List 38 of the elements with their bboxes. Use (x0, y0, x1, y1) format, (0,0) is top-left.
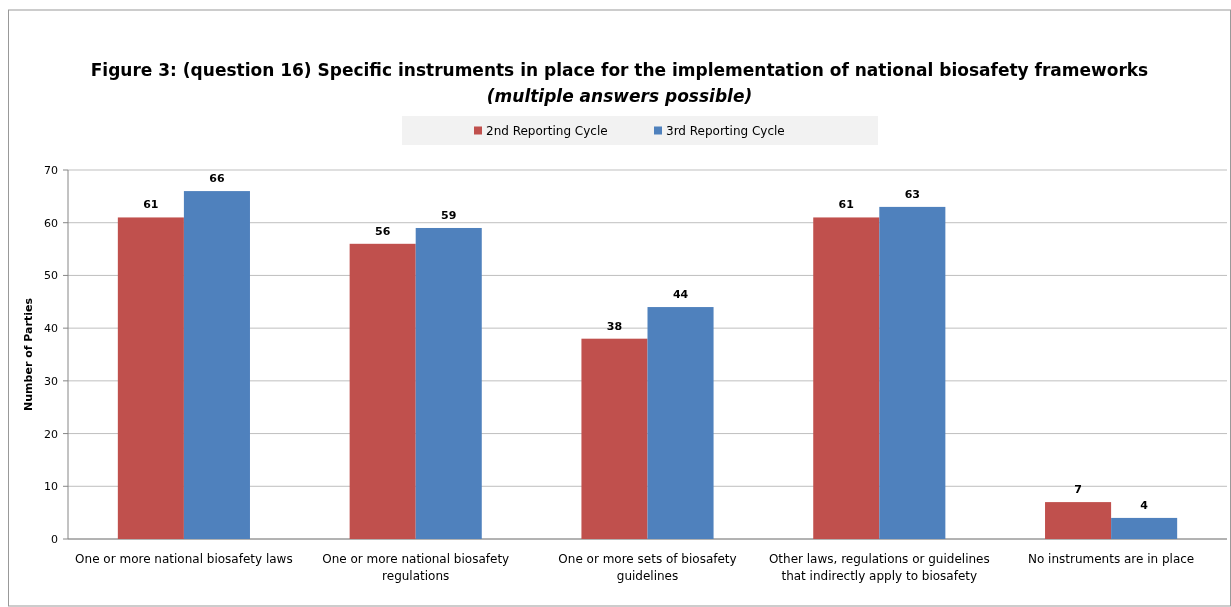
bar (1111, 517, 1178, 539)
chart-title: Figure 3: (question 16) Specific instruments in place for the implementation of national biosafety frameworks (90, 60, 1149, 80)
x-tick-label: Other laws, regulations or guidelines that indirectly apply to biosafety (768, 552, 990, 583)
bar (813, 217, 880, 539)
data-label: 66 (209, 172, 225, 186)
data-label: 4 (1140, 498, 1149, 512)
data-label: 61 (143, 198, 159, 212)
bar (1045, 502, 1112, 539)
legend-label: 3rd Reporting Cycle (666, 123, 785, 138)
data-label: 56 (375, 224, 391, 238)
data-label: 63 (904, 187, 920, 201)
chart-subtitle: (multiple answers possible) (486, 86, 753, 106)
y-tick-label: 0 (51, 533, 58, 546)
y-tick-label: 70 (44, 164, 58, 177)
y-tick-label: 10 (44, 480, 58, 494)
data-label: 38 (606, 319, 623, 333)
y-tick-label: 40 (44, 322, 58, 336)
bar (415, 227, 482, 539)
data-label: 59 (441, 208, 457, 222)
data-label: 7 (1074, 483, 1082, 497)
y-tick-label: 50 (44, 269, 58, 283)
y-tick-label: 60 (44, 216, 58, 230)
bar (349, 243, 416, 539)
data-label: 61 (838, 198, 854, 212)
x-tick-label: One or more national biosafety laws (75, 552, 293, 566)
x-tick-label: No instruments are in place (1027, 552, 1195, 566)
y-axis-title: Number of Parties (22, 297, 35, 411)
legend-label: 2nd Reporting Cycle (486, 123, 608, 138)
data-label: 44 (672, 288, 689, 302)
bar (879, 206, 946, 539)
y-tick-label: 20 (44, 427, 58, 441)
bar (117, 217, 184, 539)
x-tick-label: One or more national biosafety regulations (322, 552, 510, 583)
bar (183, 191, 250, 539)
x-tick-label: One or more sets of biosafety guidelines (558, 552, 737, 583)
bar (647, 307, 714, 539)
y-tick-label: 30 (44, 374, 58, 388)
bar (581, 338, 648, 539)
